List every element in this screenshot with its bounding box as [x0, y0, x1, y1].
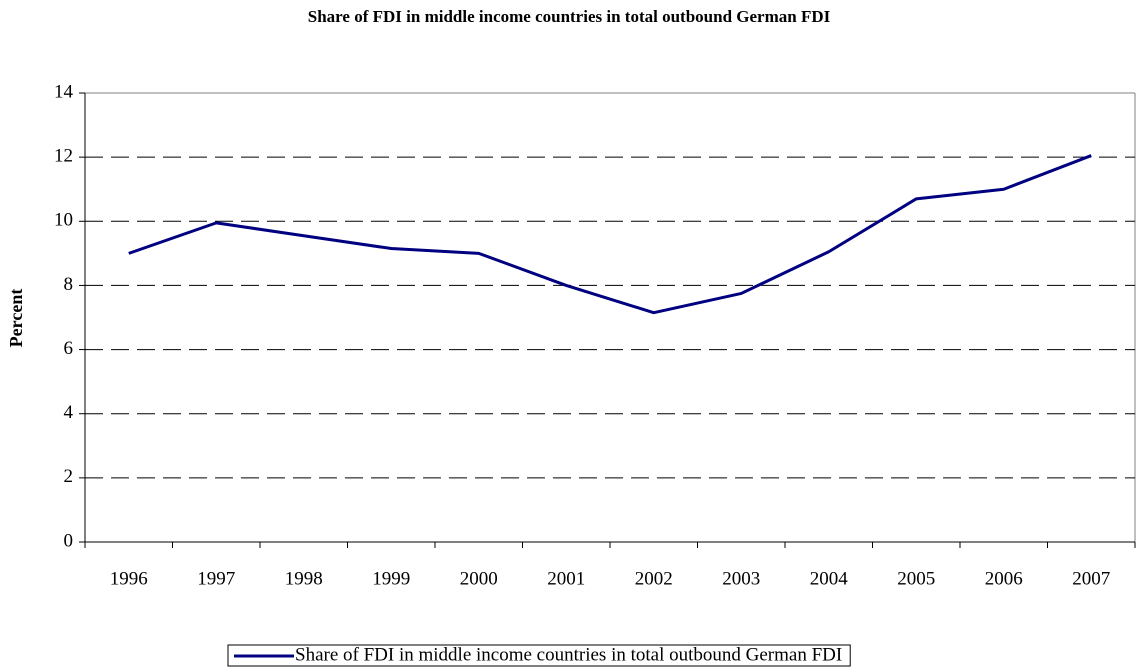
y-tick-label: 12: [54, 146, 73, 167]
x-tick-label: 1998: [285, 568, 323, 589]
x-tick-label: 2007: [1072, 568, 1110, 589]
x-tick-label: 1996: [110, 568, 148, 589]
x-tick-label: 2005: [897, 568, 935, 589]
data-line: [128, 154, 1092, 315]
legend-box: [227, 644, 851, 667]
x-tick-label: 1999: [372, 568, 410, 589]
x-tick-label: 1997: [197, 568, 235, 589]
y-tick-label: 0: [64, 530, 74, 551]
x-tick-label: 2003: [722, 568, 760, 589]
legend: Share of FDI in middle income countries …: [227, 644, 851, 667]
y-axis-label: Percent: [6, 289, 26, 348]
x-tick-label: 2004: [810, 568, 849, 589]
x-tick-label: 2001: [547, 568, 585, 589]
y-tick-label: 14: [54, 81, 74, 102]
y-tick-label: 10: [54, 210, 73, 231]
y-tick-label: 2: [64, 466, 74, 487]
x-tick-label: 2002: [635, 568, 673, 589]
y-tick-label: 4: [64, 402, 74, 423]
y-tick-label: 6: [64, 338, 74, 359]
y-tick-label: 8: [64, 274, 74, 295]
legend-label: Share of FDI in middle income countries …: [295, 644, 842, 665]
x-tick-label: 2000: [460, 568, 498, 589]
x-tick-label: 2006: [985, 568, 1023, 589]
chart-title: Share of FDI in middle income countries …: [308, 7, 831, 26]
